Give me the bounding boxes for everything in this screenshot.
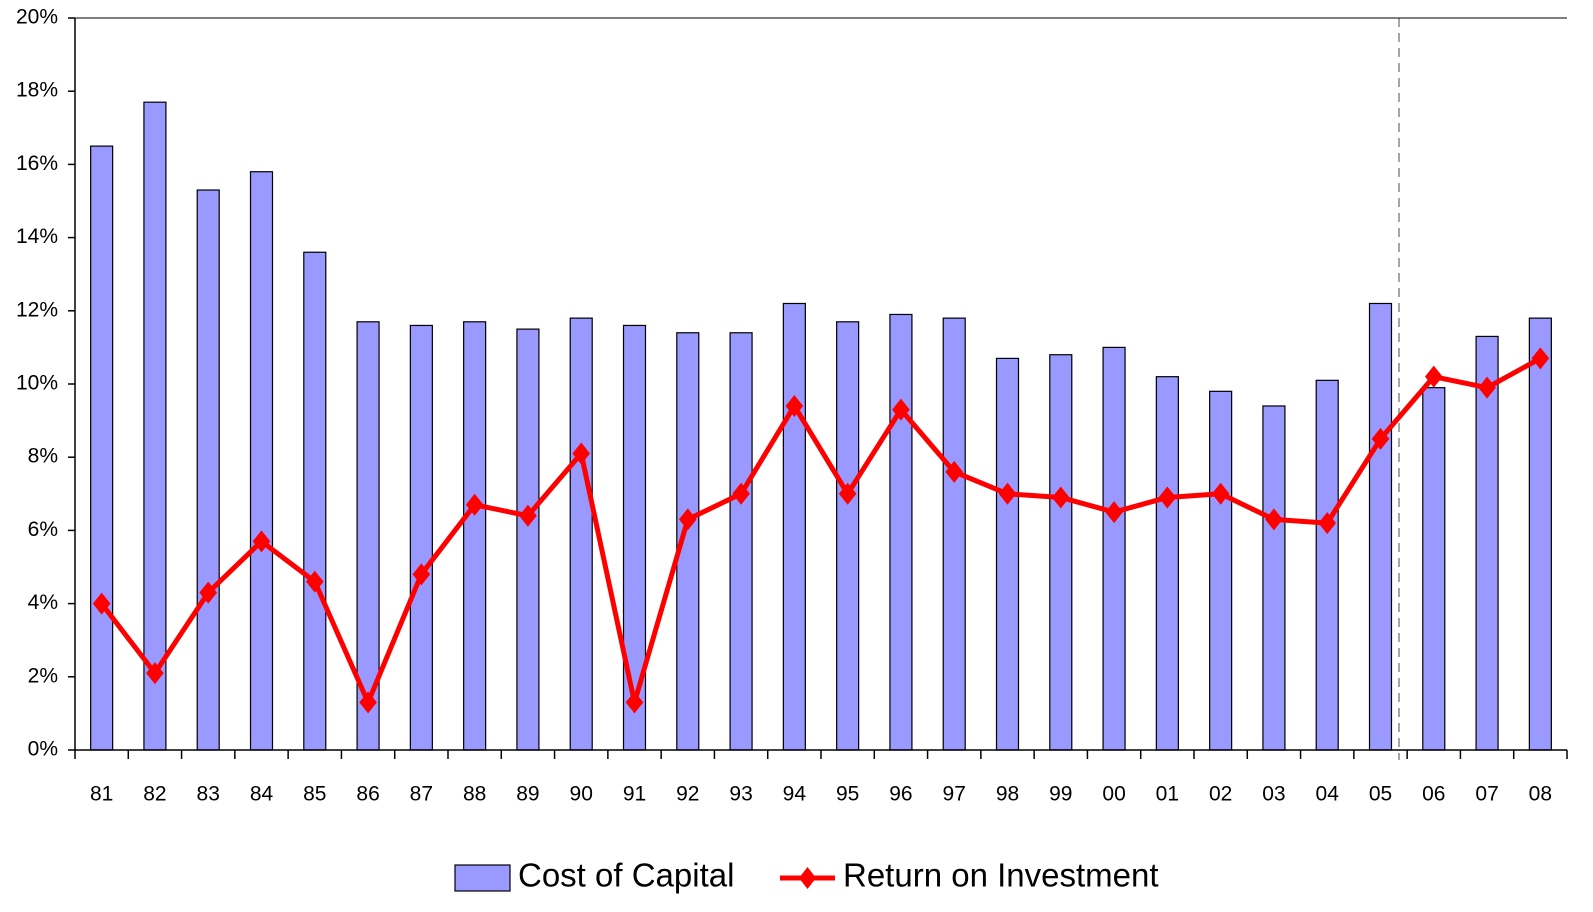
bar xyxy=(1262,405,1286,751)
bar xyxy=(729,332,753,751)
bar xyxy=(90,145,114,751)
bar xyxy=(1209,390,1233,751)
marker xyxy=(625,691,644,714)
bar xyxy=(995,357,1020,751)
x-tick-label: 99 xyxy=(1049,783,1072,806)
bar xyxy=(836,321,860,751)
x-tick-label: 01 xyxy=(1156,783,1179,806)
x-tick-label: 89 xyxy=(516,783,539,806)
bar xyxy=(1528,317,1552,751)
marker xyxy=(1105,501,1123,524)
marker xyxy=(519,504,537,527)
marker xyxy=(678,508,697,531)
bar xyxy=(622,324,647,751)
x-tick-label: 96 xyxy=(889,783,912,806)
x-tick-label: 83 xyxy=(197,783,220,806)
x-tick-label: 95 xyxy=(836,783,859,806)
x-tick-label: 05 xyxy=(1369,783,1392,806)
y-tick-label: 2% xyxy=(28,664,58,687)
x-tick-label: 03 xyxy=(1262,783,1285,806)
marker xyxy=(1265,508,1283,531)
bar xyxy=(1102,346,1126,751)
x-tick-label: 81 xyxy=(90,783,113,806)
y-tick-label: 6% xyxy=(28,518,58,541)
x-tick-label: 02 xyxy=(1209,783,1232,806)
bar xyxy=(569,317,593,751)
marker xyxy=(998,482,1017,505)
x-tick-label: 07 xyxy=(1475,783,1498,806)
bar xyxy=(942,317,966,751)
bar xyxy=(143,101,167,751)
y-tick-label: 18% xyxy=(16,79,58,102)
bar xyxy=(782,302,806,751)
x-tick-label: 94 xyxy=(783,783,807,806)
y-tick-label: 4% xyxy=(28,591,58,614)
marker xyxy=(732,482,750,505)
x-tick-label: 90 xyxy=(570,783,593,806)
bar xyxy=(1315,379,1339,751)
x-tick-label: 88 xyxy=(463,783,486,806)
marker xyxy=(1424,365,1443,388)
marker xyxy=(359,691,377,714)
line xyxy=(99,356,1542,705)
bar xyxy=(1155,376,1179,751)
marker xyxy=(305,570,324,593)
marker xyxy=(199,581,218,604)
bar xyxy=(196,189,220,751)
marker xyxy=(465,493,484,516)
marker xyxy=(1478,376,1496,399)
marker xyxy=(572,442,591,465)
bar xyxy=(303,251,327,751)
y-tick-label: 12% xyxy=(16,298,58,321)
y-tick-label: 14% xyxy=(16,225,58,248)
bar xyxy=(516,328,540,751)
bar xyxy=(1049,354,1073,751)
bar xyxy=(409,324,433,751)
x-tick-label: 87 xyxy=(410,783,433,806)
marker xyxy=(1531,347,1550,370)
bar xyxy=(889,313,913,751)
x-tick-label: 82 xyxy=(143,783,166,806)
marker xyxy=(945,460,964,483)
legend-label: Cost of Capital xyxy=(518,857,734,894)
x-tick-label: 91 xyxy=(623,783,646,806)
bar xyxy=(463,321,487,751)
x-tick-label: 92 xyxy=(676,783,699,806)
marker xyxy=(92,592,111,615)
x-tick-label: 85 xyxy=(303,783,326,806)
marker xyxy=(252,530,271,553)
x-tick-label: 86 xyxy=(356,783,379,806)
x-tick-label: 98 xyxy=(996,783,1019,806)
y-tick-label: 8% xyxy=(28,445,58,468)
y-tick-label: 20% xyxy=(16,6,58,29)
x-tick-label: 08 xyxy=(1529,783,1552,806)
marker xyxy=(1211,482,1230,505)
bar xyxy=(1422,387,1446,751)
marker xyxy=(1371,427,1390,450)
legend-swatch xyxy=(454,864,511,892)
marker xyxy=(892,398,910,421)
marker xyxy=(838,482,857,505)
x-tick-label: 06 xyxy=(1422,783,1445,806)
marker xyxy=(1158,486,1177,509)
x-tick-label: 97 xyxy=(943,783,966,806)
x-tick-label: 93 xyxy=(729,783,752,806)
y-tick-label: 16% xyxy=(16,152,58,175)
x-tick-label: 00 xyxy=(1102,783,1125,806)
bar xyxy=(249,171,274,751)
y-tick-label: 10% xyxy=(16,372,58,395)
x-tick-label: 04 xyxy=(1316,783,1340,806)
marker xyxy=(412,563,431,586)
bar xyxy=(1368,302,1393,751)
marker xyxy=(785,394,804,417)
legend-marker xyxy=(799,867,816,889)
marker xyxy=(1051,486,1070,509)
legend-label: Return on Investment xyxy=(843,857,1159,894)
y-tick-label: 0% xyxy=(28,738,58,761)
x-tick-label: 84 xyxy=(250,783,274,806)
marker xyxy=(146,662,164,685)
marker xyxy=(1318,512,1337,535)
